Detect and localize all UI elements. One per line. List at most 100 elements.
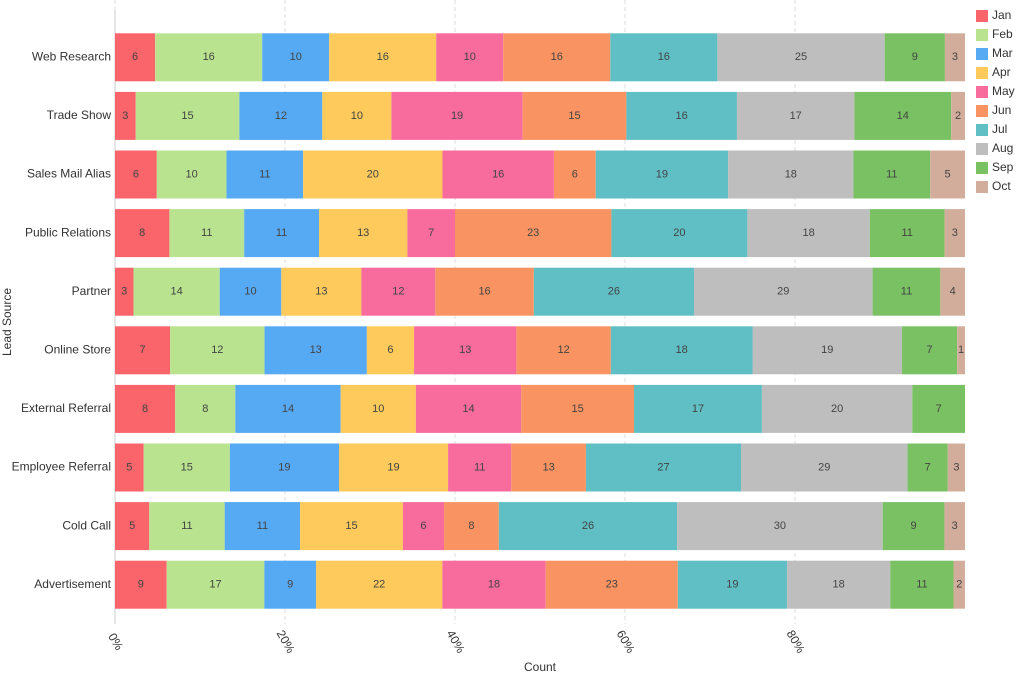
data-label: 10 <box>464 51 476 63</box>
data-label: 15 <box>181 110 193 122</box>
bar-segment <box>264 560 317 609</box>
bar-segment <box>235 384 341 433</box>
bar-segment <box>533 267 694 316</box>
data-label: 30 <box>774 520 786 532</box>
data-label: 19 <box>821 344 833 356</box>
legend-label: Jan <box>992 8 1011 22</box>
data-label: 20 <box>367 168 379 180</box>
data-label: 5 <box>945 168 951 180</box>
data-label: 16 <box>377 51 389 63</box>
data-label: 11 <box>257 520 268 532</box>
legend-swatch <box>976 181 988 193</box>
bar-segment <box>884 33 945 82</box>
bar-segment <box>503 33 611 82</box>
bar-segment <box>455 209 612 258</box>
bar-segment <box>511 443 586 492</box>
y-tick-label: Partner <box>72 284 111 298</box>
x-tick-label: 20% <box>274 628 298 656</box>
data-label: 14 <box>282 403 294 415</box>
bar-segment <box>521 384 635 433</box>
bar-segment <box>717 33 885 82</box>
bar-segment <box>442 560 546 609</box>
bar-segment <box>595 150 729 199</box>
data-label: 18 <box>488 579 500 591</box>
bar-segment <box>677 560 787 609</box>
legend-swatch <box>976 124 988 136</box>
data-label: 18 <box>802 227 814 239</box>
bar-segment <box>329 33 437 82</box>
bar-segment <box>319 209 408 258</box>
data-label: 6 <box>420 520 426 532</box>
bar-segment <box>435 267 534 316</box>
legend-swatch <box>976 67 988 79</box>
data-label: 6 <box>572 168 578 180</box>
data-label: 5 <box>126 461 132 473</box>
data-label: 15 <box>568 110 580 122</box>
bar-segment <box>853 150 931 199</box>
bar-segment <box>436 33 504 82</box>
data-label: 12 <box>211 344 223 356</box>
data-label: 3 <box>122 110 128 122</box>
data-label: 2 <box>955 110 961 122</box>
data-label: 26 <box>582 520 594 532</box>
bar-segment <box>752 326 903 375</box>
data-label: 11 <box>916 579 927 591</box>
data-label: 22 <box>373 579 385 591</box>
data-label: 18 <box>676 344 688 356</box>
data-label: 13 <box>315 286 327 298</box>
data-label: 11 <box>259 168 270 180</box>
data-label: 27 <box>657 461 669 473</box>
x-tick-label: 40% <box>444 628 468 656</box>
bar-segment <box>610 326 753 375</box>
data-label: 3 <box>953 461 959 473</box>
data-label: 3 <box>952 520 958 532</box>
bar-segment <box>169 209 245 258</box>
bar-segment <box>366 326 415 375</box>
data-label: 15 <box>345 520 357 532</box>
legend-label: Jun <box>992 103 1011 117</box>
data-label: 23 <box>527 227 539 239</box>
bar-segment <box>166 560 265 609</box>
data-label: 17 <box>790 110 802 122</box>
bar-segment <box>498 502 678 551</box>
data-label: 18 <box>785 168 797 180</box>
bar-segment <box>940 267 965 316</box>
data-label: 19 <box>387 461 399 473</box>
bar-segment <box>391 91 523 140</box>
data-label: 11 <box>901 227 912 239</box>
bar-segment <box>761 384 913 433</box>
bar-segment <box>115 443 144 492</box>
data-label: 25 <box>795 51 807 63</box>
data-label: 11 <box>201 227 212 239</box>
legend-swatch <box>976 162 988 174</box>
bar-segment <box>415 384 522 433</box>
bar-segment <box>156 150 227 199</box>
bar-segment <box>944 33 965 82</box>
legend-label: Feb <box>992 27 1013 41</box>
data-label: 19 <box>656 168 668 180</box>
bar-segment <box>610 33 718 82</box>
bar-segment <box>155 33 263 82</box>
data-label: 9 <box>138 579 144 591</box>
legend-swatch <box>976 143 988 155</box>
data-label: 15 <box>181 461 193 473</box>
data-label: 5 <box>129 520 135 532</box>
data-label: 10 <box>351 110 363 122</box>
bar-segment <box>338 443 449 492</box>
data-label: 19 <box>726 579 738 591</box>
data-label: 29 <box>777 286 789 298</box>
data-label: 16 <box>203 51 215 63</box>
bar-segment <box>361 267 436 316</box>
data-label: 10 <box>244 286 256 298</box>
bar-segment <box>115 326 171 375</box>
legend-swatch <box>976 10 988 22</box>
data-label: 19 <box>451 110 463 122</box>
legend-label: Mar <box>992 46 1013 60</box>
bar-segment <box>944 209 965 258</box>
data-label: 7 <box>925 461 931 473</box>
data-label: 12 <box>557 344 569 356</box>
bar-segment <box>407 209 455 258</box>
data-label: 2 <box>956 579 962 591</box>
bar-segment <box>944 502 965 551</box>
data-label: 11 <box>181 520 192 532</box>
